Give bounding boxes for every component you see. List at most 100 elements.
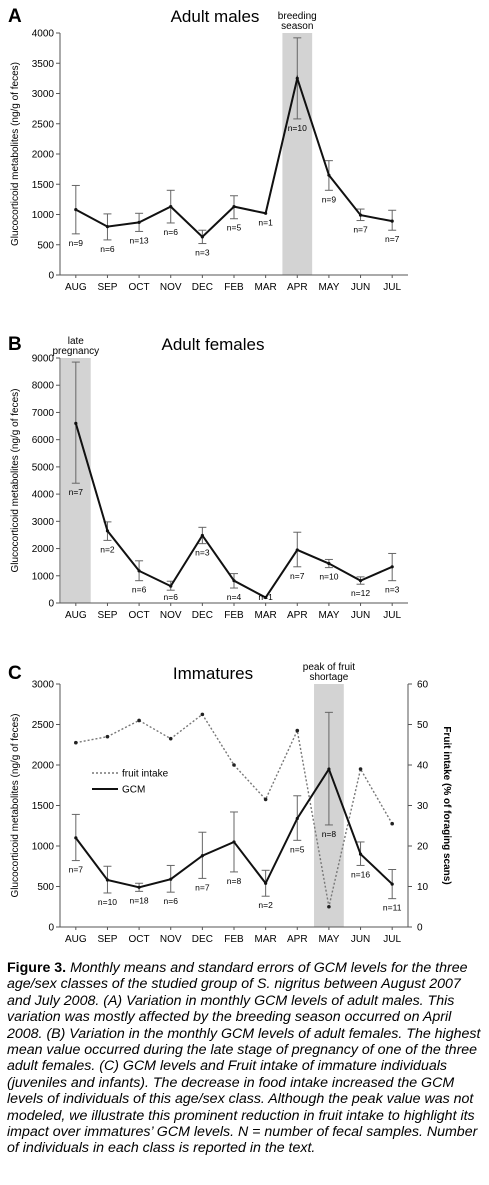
chart-title: Immatures	[173, 664, 253, 683]
y-tick-label: 4000	[32, 29, 55, 40]
gcm-line	[74, 423, 393, 599]
gcm-point	[232, 579, 236, 583]
x-tick-label: APR	[287, 934, 308, 945]
sample-size-label: n=11	[383, 903, 402, 913]
x-tick-label: MAY	[318, 610, 339, 621]
sample-size-label: n=12	[351, 588, 370, 598]
sample-size-label: n=3	[195, 548, 210, 558]
sample-size-label: n=3	[385, 585, 400, 595]
sample-size-label: n=1	[258, 592, 273, 602]
y-tick-label: 1000	[32, 571, 55, 582]
x-tick-label: MAR	[255, 934, 277, 945]
fruit-intake-point	[168, 736, 173, 741]
sample-size-label: n=10	[98, 897, 117, 907]
x-tick-label: SEP	[97, 610, 117, 621]
sample-size-label: n=16	[351, 869, 370, 879]
sample-size-label: n=6	[100, 244, 115, 254]
x-tick-label: NOV	[160, 610, 182, 621]
x-tick-label: MAR	[255, 610, 277, 621]
fruit-intake-line	[75, 713, 393, 907]
gcm-point	[232, 840, 236, 844]
gcm-point	[264, 211, 268, 215]
caption-lead: Figure 3.	[7, 960, 67, 976]
x-tick-label: MAY	[318, 282, 339, 293]
x-tick-label: APR	[287, 610, 308, 621]
sample-size-label: n=9	[322, 194, 337, 204]
gcm-point	[390, 565, 394, 569]
y-tick-label: 3000	[32, 517, 55, 528]
x-tick-label: SEP	[97, 934, 117, 945]
x-tick-label: APR	[287, 282, 308, 293]
x-tick-label: MAR	[255, 282, 277, 293]
fruit-intake-point	[327, 904, 331, 909]
y-tick-label: 2000	[32, 150, 55, 161]
sample-size-label: n=6	[132, 585, 147, 595]
y-tick-label: 2500	[32, 119, 55, 130]
gcm-point	[390, 882, 394, 886]
shaded-period-label: pregnancy	[52, 346, 99, 357]
x-tick-label: FEB	[224, 934, 244, 945]
x-tick-label: OCT	[129, 610, 150, 621]
y-tick-label: 500	[37, 240, 54, 251]
gcm-point	[137, 569, 141, 573]
gcm-point	[327, 561, 331, 566]
gcm-point	[295, 816, 299, 821]
sample-size-label: n=10	[319, 572, 338, 582]
y-tick-label: 0	[48, 271, 54, 282]
y2-tick-label: 30	[417, 801, 429, 812]
fruit-intake-point	[232, 763, 236, 767]
y-tick-label: 2000	[32, 544, 55, 555]
y-tick-label: 500	[37, 882, 54, 893]
y-axis-label: Glucocorticoid metabolites (ng/g of fece…	[10, 62, 21, 246]
gcm-point	[74, 421, 78, 425]
y-tick-label: 3000	[32, 89, 55, 100]
gcm-point	[137, 885, 141, 889]
y2-tick-label: 60	[417, 680, 429, 691]
y-tick-label: 2000	[32, 761, 55, 772]
sample-size-label: n=6	[164, 592, 179, 602]
gcm-point	[264, 881, 268, 885]
panel-letter: A	[8, 6, 22, 27]
fruit-intake-point	[263, 797, 268, 802]
fruit-intake-point	[390, 821, 394, 826]
gcm-point	[105, 529, 110, 533]
sample-size-label: n=7	[69, 487, 84, 497]
sample-size-label: n=7	[195, 882, 210, 892]
sample-size-label: n=2	[100, 544, 115, 554]
y-tick-label: 0	[48, 599, 54, 610]
y-tick-label: 1000	[32, 210, 55, 221]
y-tick-label: 3000	[32, 680, 55, 691]
sample-size-label: n=10	[288, 123, 307, 133]
gcm-point	[327, 173, 331, 177]
gcm-point	[169, 584, 173, 588]
sample-size-label: n=4	[227, 592, 242, 602]
gcm-point	[200, 235, 204, 239]
y-tick-label: 6000	[32, 435, 55, 446]
x-tick-label: SEP	[97, 282, 117, 293]
sample-size-label: n=6	[164, 896, 179, 906]
x-tick-label: AUG	[65, 610, 87, 621]
x-tick-label: JUN	[351, 934, 370, 945]
caption-body: Monthly means and standard errors of GCM…	[7, 960, 481, 1157]
figure-caption: Figure 3. Monthly means and standard err…	[7, 960, 485, 1157]
shaded-period-label: breeding	[278, 11, 317, 22]
gcm-point	[295, 548, 299, 552]
x-tick-label: FEB	[224, 610, 244, 621]
gcm-point	[327, 767, 331, 771]
gcm-point	[74, 208, 78, 212]
x-tick-label: JUL	[383, 282, 401, 293]
y-tick-label: 4000	[32, 490, 55, 501]
y-axis-label: Glucocorticoid metabolites (ng/g of fece…	[10, 389, 21, 573]
sample-size-label: n=7	[69, 865, 84, 875]
x-tick-label: JUL	[383, 610, 401, 621]
shaded-period-label: shortage	[309, 672, 348, 683]
y-tick-label: 9000	[32, 354, 55, 365]
gcm-point	[358, 213, 363, 217]
x-tick-label: OCT	[129, 934, 150, 945]
fruit-intake-point	[200, 712, 205, 717]
y-tick-label: 1500	[32, 801, 55, 812]
y-tick-label: 1000	[32, 842, 55, 853]
fruit-intake-point	[74, 740, 78, 745]
sample-size-label: n=2	[258, 900, 273, 910]
